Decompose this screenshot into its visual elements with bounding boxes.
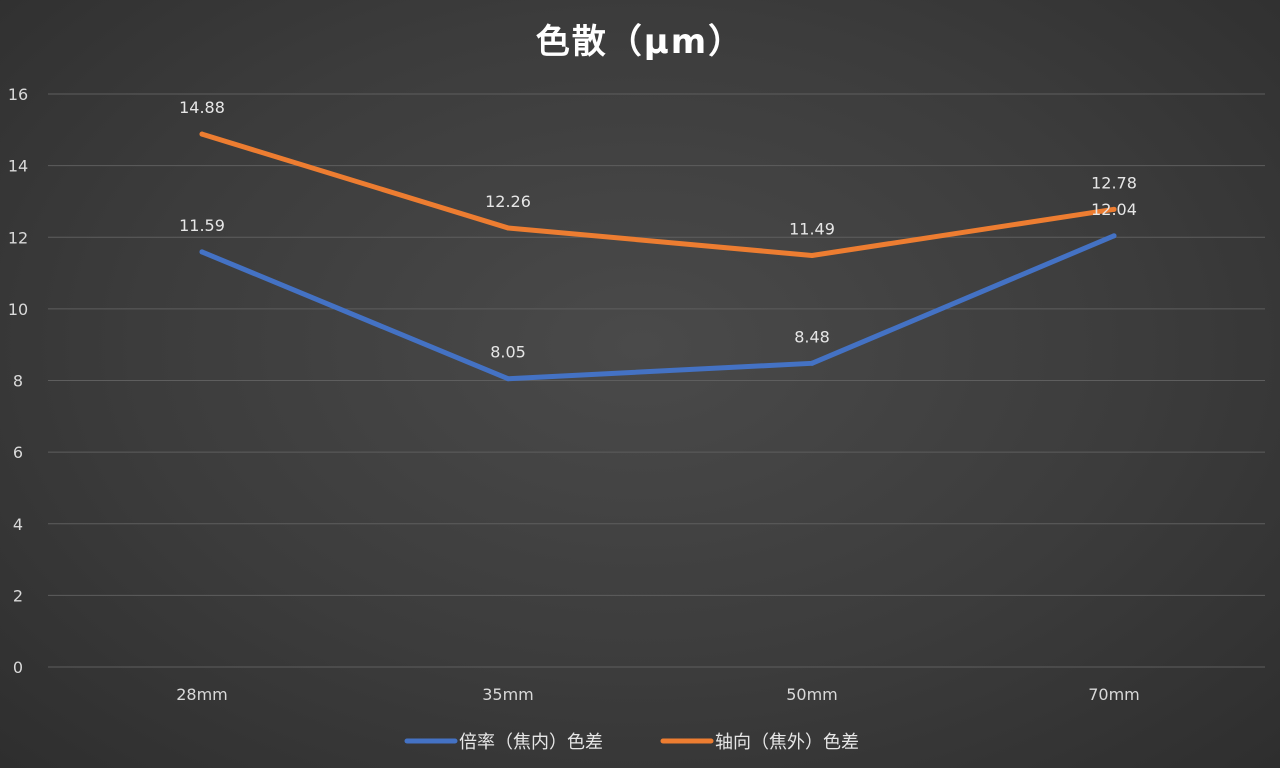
y-tick-label: 14 — [8, 157, 28, 176]
y-tick-label: 16 — [8, 85, 28, 104]
series-lines — [199, 131, 1117, 382]
data-label: 12.04 — [1091, 200, 1137, 219]
x-tick-label: 28mm — [176, 685, 228, 704]
gridlines — [48, 93, 1265, 668]
data-label: 8.05 — [490, 343, 526, 362]
y-tick-label: 10 — [8, 300, 28, 319]
chart-title: 色散（μm） — [535, 22, 745, 62]
data-point — [1111, 233, 1117, 239]
y-tick-label: 2 — [13, 586, 23, 605]
data-label: 12.78 — [1091, 173, 1137, 192]
legend: 倍率（焦内）色差 轴向（焦外）色差 — [404, 732, 859, 753]
data-point — [199, 131, 205, 137]
y-tick-label: 4 — [13, 515, 23, 534]
data-point — [505, 225, 511, 231]
data-label: 11.49 — [789, 220, 835, 239]
y-tick-label: 6 — [13, 443, 23, 462]
x-axis-ticks: 28mm 35mm 50mm 70mm — [176, 685, 1140, 704]
y-tick-label: 12 — [8, 228, 28, 247]
data-point — [809, 253, 815, 259]
data-point — [199, 249, 205, 255]
x-tick-label: 35mm — [482, 685, 534, 704]
data-label: 8.48 — [794, 327, 830, 346]
data-point — [1111, 206, 1117, 212]
series-line-2 — [199, 131, 1117, 259]
data-label: 12.26 — [485, 192, 531, 211]
x-tick-label: 50mm — [786, 685, 838, 704]
data-point — [809, 360, 815, 366]
x-tick-label: 70mm — [1088, 685, 1140, 704]
legend-label-1: 倍率（焦内）色差 — [459, 732, 603, 753]
legend-label-2: 轴向（焦外）色差 — [715, 732, 859, 753]
data-point — [505, 376, 511, 382]
y-tick-label: 8 — [13, 372, 23, 391]
data-labels: 11.59 8.05 8.48 12.04 14.88 12.26 11.49 12.78 — [179, 98, 1137, 362]
y-axis-ticks: 0 2 4 6 8 10 12 14 16 — [8, 85, 28, 677]
series-line-1 — [199, 233, 1117, 382]
data-label: 11.59 — [179, 216, 225, 235]
data-label: 14.88 — [179, 98, 225, 117]
y-tick-label: 0 — [13, 658, 23, 677]
